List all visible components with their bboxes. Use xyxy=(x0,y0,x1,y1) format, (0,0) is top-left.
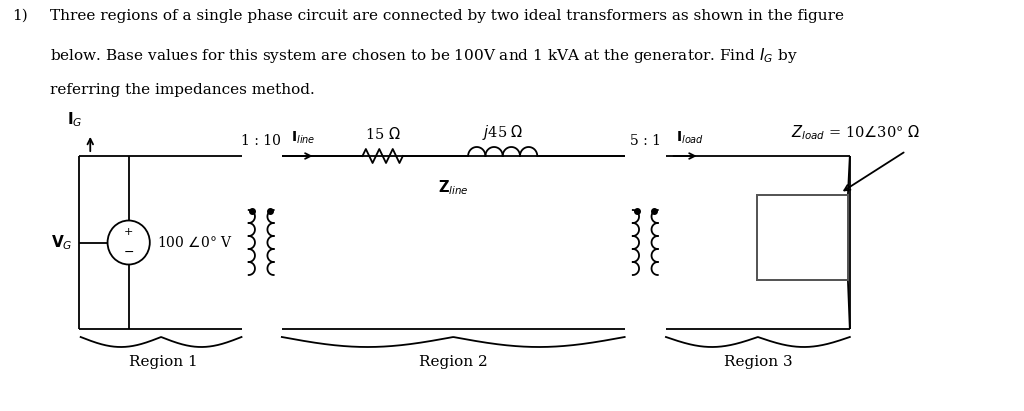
Text: 15 $\Omega$: 15 $\Omega$ xyxy=(365,126,400,142)
Text: 5 : 1: 5 : 1 xyxy=(630,134,660,148)
Bar xyxy=(757,195,848,280)
Text: $Z_{load}$ = 10$\angle$30° $\Omega$: $Z_{load}$ = 10$\angle$30° $\Omega$ xyxy=(791,123,920,142)
Text: 100 $\angle$0° V: 100 $\angle$0° V xyxy=(158,235,233,250)
Text: below. Base values for this system are chosen to be 100V and 1 kVA at the genera: below. Base values for this system are c… xyxy=(50,46,798,65)
Text: Region 3: Region 3 xyxy=(724,355,793,369)
Text: Three regions of a single phase circuit are connected by two ideal transformers : Three regions of a single phase circuit … xyxy=(50,9,844,23)
Text: Region 1: Region 1 xyxy=(129,355,198,369)
Text: $\mathbf{Z}_{line}$: $\mathbf{Z}_{line}$ xyxy=(438,178,469,197)
Text: referring the impedances method.: referring the impedances method. xyxy=(50,83,314,97)
Text: −: − xyxy=(124,246,134,259)
Text: $\mathbf{I}_{line}$: $\mathbf{I}_{line}$ xyxy=(292,129,315,146)
Text: $\mathbf{V}_G$: $\mathbf{V}_G$ xyxy=(51,233,73,252)
Text: $\mathbf{I}_{load}$: $\mathbf{I}_{load}$ xyxy=(676,129,703,146)
Text: +: + xyxy=(124,226,133,236)
Text: 1): 1) xyxy=(12,9,29,23)
Text: $\mathbf{I}_G$: $\mathbf{I}_G$ xyxy=(67,110,83,129)
Text: Region 2: Region 2 xyxy=(419,355,487,369)
Text: $j$45 $\Omega$: $j$45 $\Omega$ xyxy=(482,123,523,142)
Text: 1 : 10: 1 : 10 xyxy=(242,134,282,148)
